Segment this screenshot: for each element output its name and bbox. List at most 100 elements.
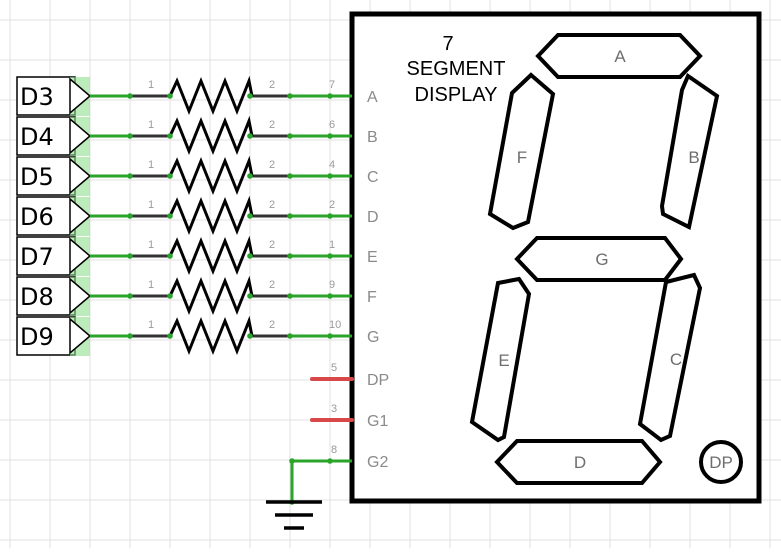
- channel-d3[interactable]: D3 1 2 7 A: [16, 75, 378, 116]
- resistor-pin-2-number: 2: [269, 199, 275, 211]
- net-label-d6: D6: [20, 203, 54, 231]
- extra-pins: 5 DP 3 G1 8 G2: [289, 362, 389, 505]
- segment-d: [494, 439, 663, 485]
- resistor-symbol: [168, 115, 254, 156]
- resistor-pin-1-number: 1: [148, 199, 154, 211]
- connector-arrow: [69, 237, 92, 275]
- junction-dot: [327, 253, 333, 259]
- seven-segment-display[interactable]: 7 SEGMENT DISPLAY A B C D E F G DP: [349, 11, 762, 504]
- segment-b: [659, 72, 720, 230]
- resistor-symbol: [168, 155, 254, 196]
- display-pin-number: 6: [329, 119, 335, 131]
- junction-dot: [127, 133, 133, 139]
- channel-d5[interactable]: D5 1 2 4 C: [16, 155, 379, 196]
- junction-dot: [127, 253, 133, 259]
- net-label-d8: D8: [20, 283, 54, 311]
- junction-dot: [247, 133, 253, 139]
- resistor-pin-2-number: 2: [269, 79, 275, 91]
- display-pin-number: 7: [329, 79, 335, 91]
- channel-d4[interactable]: D4 1 2 6 B: [16, 115, 378, 156]
- display-pin-name: F: [367, 289, 377, 306]
- net-label-box: [16, 196, 76, 236]
- junction-dot: [327, 93, 333, 99]
- display-pin-number: 3: [331, 403, 337, 415]
- segment-e: [469, 276, 532, 443]
- connector-arrow: [69, 317, 92, 355]
- junction-dot: [327, 213, 333, 219]
- junction-dot: [327, 458, 333, 464]
- display-title-line1: 7: [442, 33, 453, 55]
- display-pin-g1[interactable]: 3 G1: [310, 403, 388, 430]
- net-label-d9: D9: [20, 323, 54, 351]
- channel-d8[interactable]: D8 1 2 9 F: [16, 275, 377, 316]
- resistor-pin-2-number: 2: [269, 279, 275, 291]
- display-pin-name: G: [367, 329, 379, 346]
- net-label-box: [16, 276, 76, 316]
- segment-dp: [699, 440, 743, 484]
- display-pin-name: D: [367, 209, 379, 226]
- display-pin-name: B: [367, 129, 378, 146]
- junction-dot: [167, 333, 173, 339]
- junction-dot: [167, 213, 173, 219]
- junction-dot: [247, 253, 253, 259]
- junction-dot: [327, 293, 333, 299]
- channel-d6[interactable]: D6 1 2 2 D: [16, 195, 379, 236]
- junction-dot: [167, 173, 173, 179]
- net-label-d7: D7: [20, 243, 54, 271]
- segment-dp-label: DP: [709, 453, 733, 472]
- junction-dot: [247, 333, 253, 339]
- junction-dot: [327, 133, 333, 139]
- display-pin-dp[interactable]: 5 DP: [310, 362, 389, 389]
- junction-dot: [287, 333, 293, 339]
- resistor-pin-2-number: 2: [269, 319, 275, 331]
- resistor-pin-2-number: 2: [269, 119, 275, 131]
- junction-dot: [127, 93, 133, 99]
- display-pin-name: G1: [367, 413, 388, 430]
- junction-dot: [287, 93, 293, 99]
- segment-f-label: F: [517, 148, 527, 167]
- net-label-box: [16, 116, 76, 156]
- connector-arrow: [69, 157, 92, 195]
- segment-b-label: B: [688, 148, 699, 167]
- display-pin-name: G2: [367, 454, 388, 471]
- junction-dot: [127, 293, 133, 299]
- display-pin-number: 2: [329, 199, 335, 211]
- display-pin-name: A: [367, 89, 378, 106]
- display-pin-name: C: [367, 169, 379, 186]
- resistor-pin-1-number: 1: [148, 79, 154, 91]
- ground-symbol[interactable]: [266, 500, 322, 530]
- connector-arrow: [69, 277, 92, 315]
- display-pin-name: E: [367, 249, 378, 266]
- junction-dot: [247, 213, 253, 219]
- display-pin-number: 10: [329, 319, 341, 331]
- junction-dot: [287, 173, 293, 179]
- junction-dot: [287, 293, 293, 299]
- display-pin-number: 5: [331, 362, 337, 374]
- junction-dot: [247, 293, 253, 299]
- segment-a: [535, 33, 703, 79]
- junction-dot: [167, 253, 173, 259]
- resistor-pin-1-number: 1: [148, 159, 154, 171]
- ground-wire: [290, 459, 352, 502]
- resistor-symbol: [168, 315, 254, 356]
- display-pin-number: 9: [329, 279, 335, 291]
- connector-arrow: [69, 197, 92, 235]
- net-label-box: [16, 316, 76, 356]
- resistor-symbol: [168, 235, 254, 276]
- junction-dot: [167, 293, 173, 299]
- segment-a-label: A: [614, 47, 626, 66]
- display-pin-number: 1: [329, 239, 335, 251]
- resistor-pin-1-number: 1: [148, 279, 154, 291]
- net-label-d5: D5: [20, 163, 54, 191]
- resistor-pin-2-number: 2: [269, 239, 275, 251]
- display-pin-number: 4: [329, 159, 335, 171]
- junction-dot: [247, 93, 253, 99]
- channel-d9[interactable]: D9 1 2 10 G: [16, 315, 379, 356]
- segment-d-label: D: [574, 453, 586, 472]
- junction-dot: [167, 93, 173, 99]
- junction-dot: [127, 333, 133, 339]
- segment-c: [637, 272, 703, 443]
- channel-d7[interactable]: D7 1 2 1 E: [16, 235, 378, 276]
- net-label-d4: D4: [20, 123, 54, 151]
- net-label-d3: D3: [20, 83, 54, 111]
